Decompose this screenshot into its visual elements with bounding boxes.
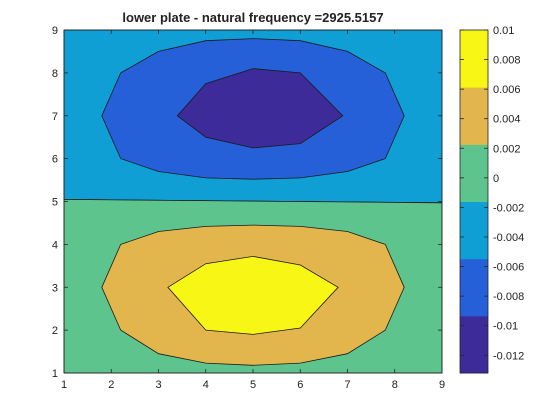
y-tick-label: 3 xyxy=(52,282,58,294)
colorbar-band xyxy=(460,87,488,145)
y-tick-label: 1 xyxy=(52,368,58,380)
colorbar-tick-label: -0.008 xyxy=(493,291,524,303)
colorbar-tick-label: 0.006 xyxy=(493,84,521,96)
colorbar-tick-label: -0.006 xyxy=(493,262,524,274)
x-tick-label: 4 xyxy=(203,379,209,391)
x-tick-label: 7 xyxy=(344,379,350,391)
x-tick-label: 9 xyxy=(439,379,445,391)
y-tick-label: 5 xyxy=(52,197,58,209)
y-tick-label: 8 xyxy=(52,68,58,80)
x-tick-label: 8 xyxy=(392,379,398,391)
x-tick-label: 1 xyxy=(61,379,67,391)
colorbar-tick-label: -0.002 xyxy=(493,202,524,214)
x-tick-label: 6 xyxy=(297,379,303,391)
colorbar-tick-label: 0.004 xyxy=(493,114,521,126)
colorbar-tick-label: 0.008 xyxy=(493,55,521,67)
x-axis: 1 2 3 4 5 6 7 8 9 xyxy=(61,30,445,391)
colorbar-band xyxy=(460,315,488,374)
colorbar-tick-label: -0.004 xyxy=(493,232,524,244)
colorbar-band xyxy=(460,258,488,317)
x-tick-label: 2 xyxy=(108,379,114,391)
colorbar-tick-label: 0 xyxy=(493,173,499,185)
colorbar-tick-label: 0.01 xyxy=(493,25,514,37)
colorbar: 0.01 0.008 0.006 0.004 0.002 0 -0.002 -0.004 -0.… xyxy=(459,25,524,374)
contour-regions xyxy=(63,29,443,374)
colorbar-band xyxy=(460,30,488,88)
contour-region-positive-large xyxy=(167,255,339,335)
colorbar-tick-label: 0.002 xyxy=(493,143,521,155)
colorbar-band xyxy=(460,144,488,202)
y-tick-label: 6 xyxy=(52,154,58,166)
y-tick-label: 7 xyxy=(52,111,58,123)
chart-title: lower plate - natural frequency =2925.51… xyxy=(122,10,383,25)
x-tick-label: 5 xyxy=(250,379,256,391)
y-tick-label: 2 xyxy=(52,325,58,337)
contour-region-negative-large xyxy=(176,68,344,149)
x-tick-label: 3 xyxy=(155,379,161,391)
colorbar-tick-label: -0.01 xyxy=(493,321,518,333)
colorbar-border xyxy=(459,29,489,374)
y-tick-label: 9 xyxy=(52,25,58,37)
y-tick-label: 4 xyxy=(52,239,58,251)
colorbar-tick-label: -0.012 xyxy=(493,350,524,362)
colorbar-band xyxy=(460,201,488,260)
y-axis: 1 2 3 4 5 6 7 8 9 xyxy=(52,25,442,380)
